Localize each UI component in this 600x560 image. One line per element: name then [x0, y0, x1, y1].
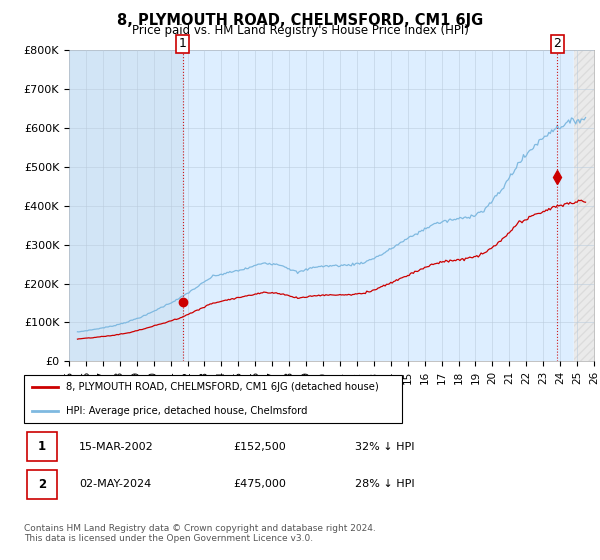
Text: £475,000: £475,000 [234, 479, 287, 489]
FancyBboxPatch shape [24, 375, 402, 423]
Text: 28% ↓ HPI: 28% ↓ HPI [355, 479, 415, 489]
Text: 2: 2 [38, 478, 46, 491]
FancyBboxPatch shape [27, 432, 57, 461]
Text: HPI: Average price, detached house, Chelmsford: HPI: Average price, detached house, Chel… [65, 406, 307, 416]
Text: 1: 1 [179, 38, 187, 50]
FancyBboxPatch shape [27, 470, 57, 499]
Text: 02-MAY-2024: 02-MAY-2024 [79, 479, 151, 489]
Text: Price paid vs. HM Land Registry's House Price Index (HPI): Price paid vs. HM Land Registry's House … [131, 24, 469, 38]
Text: £152,500: £152,500 [234, 441, 287, 451]
Text: 15-MAR-2002: 15-MAR-2002 [79, 441, 154, 451]
Text: 8, PLYMOUTH ROAD, CHELMSFORD, CM1 6JG (detached house): 8, PLYMOUTH ROAD, CHELMSFORD, CM1 6JG (d… [65, 382, 379, 392]
Text: 8, PLYMOUTH ROAD, CHELMSFORD, CM1 6JG: 8, PLYMOUTH ROAD, CHELMSFORD, CM1 6JG [117, 13, 483, 28]
Bar [574, 50, 594, 361]
Text: 2: 2 [553, 38, 562, 50]
Text: 32% ↓ HPI: 32% ↓ HPI [355, 441, 415, 451]
Text: 1: 1 [38, 440, 46, 453]
Bar [69, 50, 182, 361]
Bar [574, 50, 594, 361]
Text: Contains HM Land Registry data © Crown copyright and database right 2024.
This d: Contains HM Land Registry data © Crown c… [24, 524, 376, 543]
